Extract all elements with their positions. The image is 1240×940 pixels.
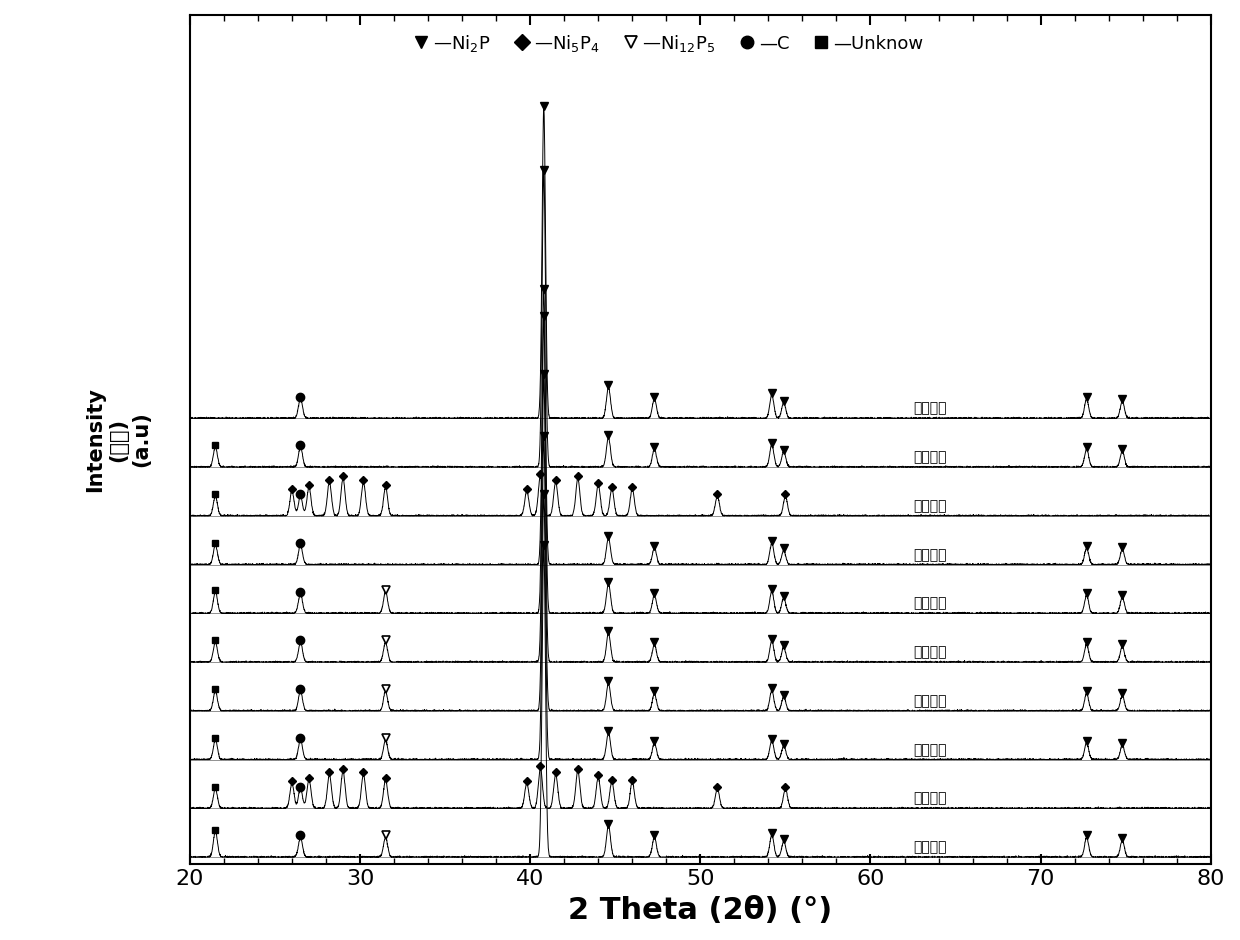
Text: 实施例十: 实施例十 [913, 401, 946, 415]
Text: 实施例七: 实施例七 [913, 548, 946, 562]
Text: 实施例九: 实施例九 [913, 450, 946, 464]
X-axis label: 2 Theta (2θ) (°): 2 Theta (2θ) (°) [568, 896, 832, 925]
Text: 实施例五: 实施例五 [913, 646, 946, 660]
Text: 实施例三: 实施例三 [913, 743, 946, 757]
Text: Intensity
(强度)
(a.u): Intensity (强度) (a.u) [86, 387, 151, 492]
Legend: —Ni$_2$P, —Ni$_5$P$_4$, —Ni$_{12}$P$_5$, —C, —Unknow: —Ni$_2$P, —Ni$_5$P$_4$, —Ni$_{12}$P$_5$,… [417, 33, 923, 54]
Text: 实施例六: 实施例六 [913, 597, 946, 611]
Text: 实施例八: 实施例八 [913, 499, 946, 513]
Text: 实施例一: 实施例一 [913, 840, 946, 854]
Text: 实施例二: 实施例二 [913, 791, 946, 806]
Text: 实施例四: 实施例四 [913, 694, 946, 708]
